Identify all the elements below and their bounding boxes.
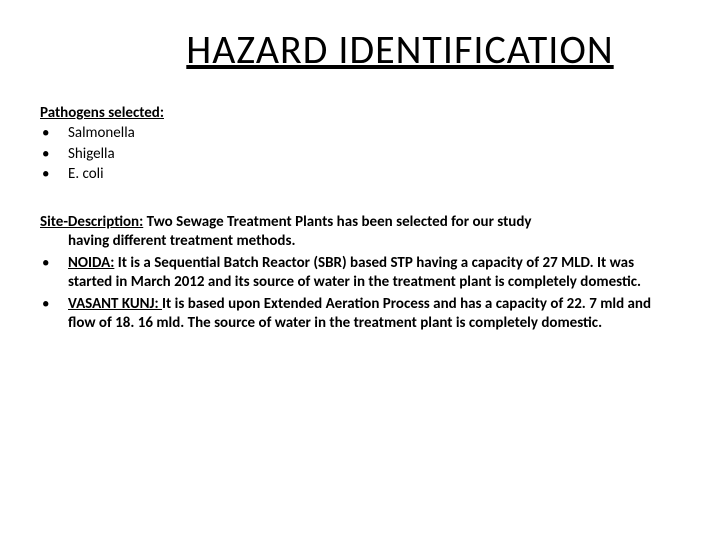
list-item: Shigella xyxy=(40,145,680,165)
site-name: NOIDA: xyxy=(68,254,114,272)
slide: HAZARD IDENTIFICATION Pathogens selected… xyxy=(0,0,720,540)
pathogens-list: Salmonella Shigella E. coli xyxy=(40,124,680,185)
list-item: E. coli xyxy=(40,165,680,185)
pathogens-label: Pathogens selected: xyxy=(40,104,680,122)
slide-title: HAZARD IDENTIFICATION xyxy=(120,25,680,74)
site-intro-cont: having different treatment methods. xyxy=(40,232,680,252)
site-text: It is a Sequential Batch Reactor (SBR) b… xyxy=(68,254,641,292)
list-item: Salmonella xyxy=(40,124,680,144)
list-item: NOIDA: It is a Sequential Batch Reactor … xyxy=(40,254,680,293)
site-intro: Site-Description: Two Sewage Treatment P… xyxy=(40,213,680,252)
list-item: VASANT KUNJ: It is based upon Extended A… xyxy=(40,295,680,334)
site-label: Site-Description: xyxy=(40,213,143,231)
site-name: VASANT KUNJ: xyxy=(68,295,162,313)
site-block: Site-Description: Two Sewage Treatment P… xyxy=(40,213,680,334)
pathogens-block: Pathogens selected: Salmonella Shigella … xyxy=(40,104,680,185)
site-list: NOIDA: It is a Sequential Batch Reactor … xyxy=(40,254,680,334)
site-intro-text: Two Sewage Treatment Plants has been sel… xyxy=(143,213,531,231)
